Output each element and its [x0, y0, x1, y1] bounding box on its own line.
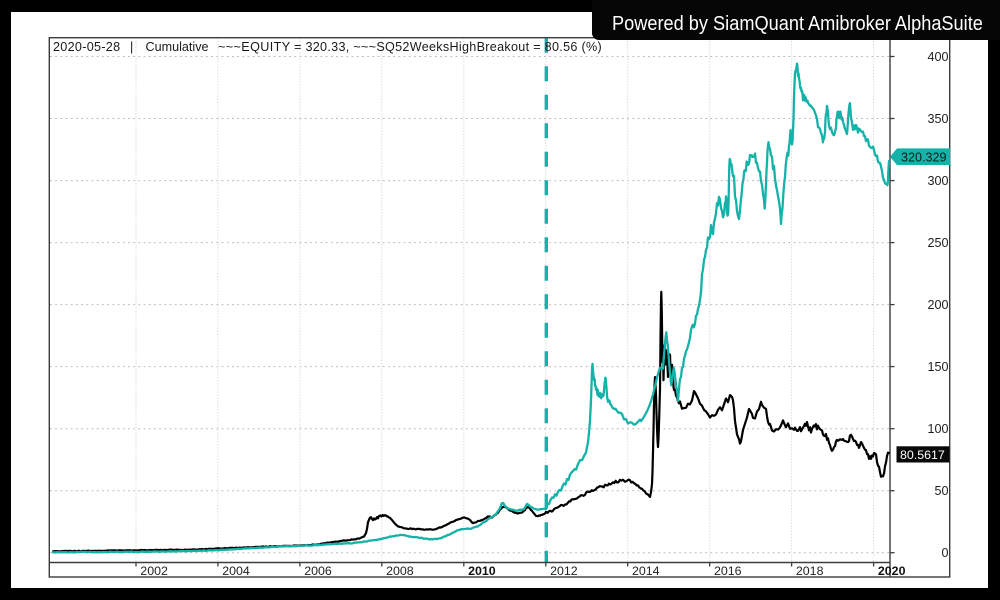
svg-text:0: 0: [941, 546, 948, 560]
svg-text:2006: 2006: [304, 564, 332, 578]
svg-text:320.329: 320.329: [901, 150, 947, 164]
svg-text:250: 250: [927, 236, 948, 250]
svg-text:50: 50: [934, 484, 948, 498]
svg-text:2002: 2002: [140, 564, 168, 578]
svg-text:400: 400: [927, 50, 948, 64]
svg-text:2020-05-28: 2020-05-28: [53, 40, 120, 54]
svg-text:200: 200: [927, 298, 948, 312]
svg-text:~~~EQUITY: ~~~EQUITY: [218, 40, 291, 54]
svg-text:Cumulative: Cumulative: [146, 40, 209, 54]
svg-text:|: |: [130, 40, 133, 54]
svg-text:2014: 2014: [632, 564, 660, 578]
svg-text:300: 300: [927, 174, 948, 188]
svg-text:2020: 2020: [878, 564, 906, 578]
svg-text:2004: 2004: [222, 564, 250, 578]
svg-text:2008: 2008: [386, 564, 414, 578]
svg-text:= 320.33, ~~~SQ52WeeksHighBrea: = 320.33, ~~~SQ52WeeksHighBreakout = 80.…: [294, 40, 602, 54]
svg-text:2012: 2012: [550, 564, 578, 578]
svg-text:150: 150: [927, 360, 948, 374]
svg-text:2016: 2016: [714, 564, 742, 578]
svg-text:80.5617: 80.5617: [900, 448, 945, 462]
svg-text:2018: 2018: [796, 564, 824, 578]
svg-text:100: 100: [927, 422, 948, 436]
svg-text:350: 350: [927, 112, 948, 126]
svg-text:2010: 2010: [468, 564, 496, 578]
